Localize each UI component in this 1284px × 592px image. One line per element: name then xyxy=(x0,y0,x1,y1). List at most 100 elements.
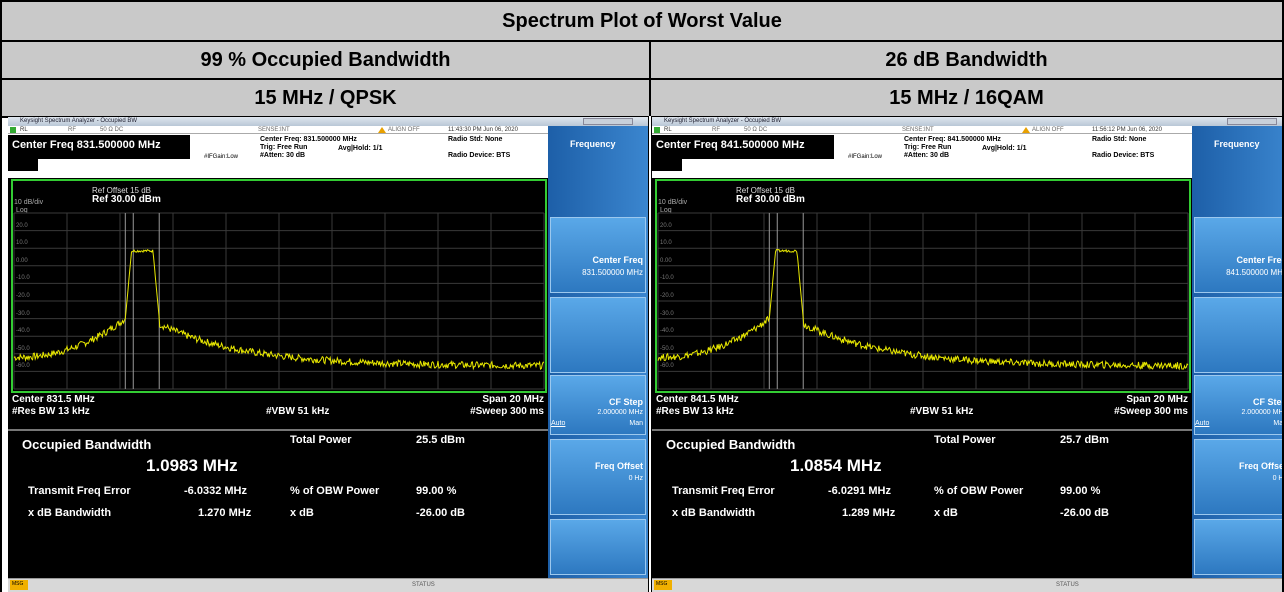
measurement-cell: 26 dB Bandwidth xyxy=(649,40,1284,80)
ref-level: Ref 30.00 dBm xyxy=(736,194,805,205)
sense: SENSE:INT xyxy=(258,127,290,133)
status-bar xyxy=(8,578,648,592)
rf: RF xyxy=(712,127,720,133)
menu-title: Frequency xyxy=(570,139,616,149)
softkey xyxy=(1194,217,1282,293)
msg-box xyxy=(654,580,672,590)
softkey xyxy=(1194,519,1282,575)
config: 15 MHz / 16QAM xyxy=(889,86,1044,109)
softkey xyxy=(550,439,646,515)
freq-offset-value: 0 Hz xyxy=(628,475,643,482)
msg-box xyxy=(10,580,28,590)
y-tick-label: -60.0 xyxy=(660,363,674,370)
spectrum-plot xyxy=(657,212,1189,390)
y-tick-label: -40.0 xyxy=(16,328,30,335)
center-freq: Center Freq: 831.500000 MHz xyxy=(260,136,357,143)
cf-step-value: 2.000000 MHz xyxy=(597,409,643,416)
y-tick-label: -20.0 xyxy=(660,293,674,299)
center-freq-strip xyxy=(652,159,682,171)
y-tick-label: 20.0 xyxy=(16,222,28,229)
res-bw: #Res BW 13 kHz xyxy=(656,406,734,417)
rl-icon xyxy=(10,127,16,133)
impedance: 50 Ω DC xyxy=(744,127,768,133)
center-freq-title: Center Freq 841.500000 MHz xyxy=(656,139,805,151)
tfe: -6.0332 MHz xyxy=(184,485,247,497)
window-buttons xyxy=(1227,118,1277,125)
tfe-label: Transmit Freq Error xyxy=(672,485,775,497)
span: Span 20 MHz xyxy=(1126,394,1188,405)
span: Span 20 MHz xyxy=(482,394,544,405)
menu-title: Frequency xyxy=(1214,139,1260,149)
total-power-label: Total Power xyxy=(290,434,352,446)
y-tick-label: -60.0 xyxy=(16,363,30,370)
obw-power: 99.00 % xyxy=(416,485,457,497)
analyzer-screen: Keysight Spectrum Analyzer - Occupied BW… xyxy=(8,117,648,592)
radio-std: Radio Std: None xyxy=(448,136,503,143)
align: ALIGN OFF xyxy=(1032,127,1064,133)
ref-offset: Ref Offset 15 dB xyxy=(736,186,795,195)
align: ALIGN OFF xyxy=(388,127,420,133)
screens-row xyxy=(0,116,1284,592)
xdb: -26.00 dB xyxy=(1060,507,1109,519)
status-bar xyxy=(652,578,1282,592)
config-cell: 15 MHz / QPSK xyxy=(0,78,651,118)
xdb-bw-label: x dB Bandwidth xyxy=(28,507,112,519)
obw: 1.0854 MHz xyxy=(790,456,882,475)
total-power: 25.5 dBm xyxy=(416,434,465,446)
softkey xyxy=(1194,439,1282,515)
trig: Trig: Free Run xyxy=(260,144,308,151)
log: Log xyxy=(16,207,28,214)
center-key-value: 831.500000 MHz xyxy=(582,268,643,277)
tfe: -6.0291 MHz xyxy=(828,485,891,497)
center-key: Center Freq xyxy=(592,255,643,265)
title-bar xyxy=(8,117,648,126)
man: Man xyxy=(1273,420,1282,427)
status: STATUS xyxy=(412,582,435,588)
center-freq-strip xyxy=(8,159,38,171)
rl: RL xyxy=(664,127,672,133)
atten: #Atten: 30 dB xyxy=(904,152,950,159)
freq-offset-value: 0 Hz xyxy=(1272,475,1282,482)
xdb-bw-label: x dB Bandwidth xyxy=(672,507,756,519)
y-tick-label: -50.0 xyxy=(16,345,30,352)
rf: RF xyxy=(68,127,76,133)
scale: 10 dB/div xyxy=(658,199,688,206)
impedance: 50 Ω DC xyxy=(100,127,124,133)
res-bw: #Res BW 13 kHz xyxy=(12,406,90,417)
result-title: Occupied Bandwidth xyxy=(22,437,152,452)
softkey xyxy=(1194,297,1282,373)
avg-hold: Avg|Hold: 1/1 xyxy=(982,145,1027,152)
timestamp: 11:56:12 PM Jun 06, 2020 xyxy=(1092,127,1162,133)
y-tick-label: -40.0 xyxy=(660,328,674,335)
obw-power: 99.00 % xyxy=(1060,485,1101,497)
spectrum-plot xyxy=(13,212,545,390)
sweep: #Sweep 300 ms xyxy=(470,406,544,417)
y-tick-label: -30.0 xyxy=(660,310,674,317)
softkey xyxy=(550,519,646,575)
msg: MSG xyxy=(12,581,24,587)
y-tick-label: -20.0 xyxy=(16,293,30,299)
results-panel xyxy=(652,429,1192,577)
window-buttons xyxy=(583,118,633,125)
status-row xyxy=(8,126,548,134)
center-key-value: 841.500000 MHz xyxy=(1226,268,1282,277)
radio-std: Radio Std: None xyxy=(1092,136,1147,143)
center-freq: Center Freq: 841.500000 MHz xyxy=(904,136,1001,143)
result-title: Occupied Bandwidth xyxy=(666,437,796,452)
title-cell: Spectrum Plot of Worst Value xyxy=(0,0,1284,42)
rl-icon xyxy=(654,127,660,133)
measurement-cell: 99 % Occupied Bandwidth xyxy=(0,40,651,80)
center: Center 841.5 MHz xyxy=(656,394,739,405)
xdb: -26.00 dB xyxy=(416,507,465,519)
log: Log xyxy=(660,207,672,214)
center-freq-bar xyxy=(8,135,190,159)
freq-offset: Freq Offset xyxy=(1238,461,1282,471)
app-title: Keysight Spectrum Analyzer - Occupied BW xyxy=(664,118,782,124)
center-freq-bar xyxy=(652,135,834,159)
status: STATUS xyxy=(1056,582,1079,588)
auto: Auto xyxy=(1195,420,1210,427)
softkey xyxy=(550,217,646,293)
rl: RL xyxy=(20,127,28,133)
y-tick-label: 20.0 xyxy=(660,222,672,229)
atten: #Atten: 30 dB xyxy=(260,152,306,159)
